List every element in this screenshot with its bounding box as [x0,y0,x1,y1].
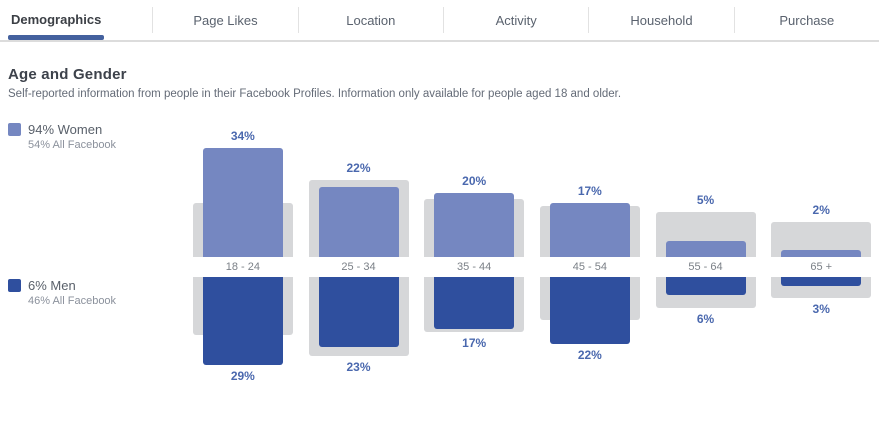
men-value-label: 3% [812,302,830,316]
age-range-label: 18 - 24 [225,261,260,273]
tab-location[interactable]: Location [299,0,443,40]
women-percent-label: 94% Women [28,122,103,137]
age-range-label: 35 - 44 [457,261,492,273]
column-women-25-34: 22% [301,115,417,257]
age-gender-section-header: Age and Gender Self-reported information… [0,42,879,100]
women-bar[interactable] [781,250,862,257]
column-women-18-24: 34% [185,115,301,257]
men-value-label: 22% [577,348,602,362]
men-color-swatch-icon [8,279,21,292]
age-gender-chart-area: 94% Women 54% All Facebook 6% Men 46% Al… [0,115,879,405]
age-axis-cell: 55 - 64 [648,261,764,273]
men-bar[interactable] [665,277,746,295]
men-bar[interactable] [318,277,399,347]
men-bar[interactable] [781,277,862,286]
tab-separator [152,7,154,33]
legend-women: 94% Women 54% All Facebook [8,121,116,153]
tab-location-label: Location [346,12,396,28]
tab-label-wrap: Demographics [8,11,105,40]
column-men-25-34: 23% [301,277,417,403]
age-range-label: 25 - 34 [341,261,376,273]
column-men-18-24: 29% [185,277,301,403]
women-value-label: 17% [577,184,602,198]
men-value-label: 23% [346,360,371,374]
tab-separator [442,7,444,33]
legend-men-text: 6% Men 46% All Facebook [28,277,116,309]
men-bar[interactable] [434,277,515,329]
legend-men: 6% Men 46% All Facebook [8,277,116,309]
women-all-facebook-label: 54% All Facebook [28,139,117,151]
section-subtitle: Self-reported information from people in… [8,88,622,100]
tab-demographics[interactable]: Demographics [0,0,152,40]
men-bar[interactable] [549,277,630,344]
age-range-label: 55 - 64 [688,261,723,273]
active-tab-underline [8,35,105,40]
tab-bar: Demographics Page Likes Location Activit… [0,0,879,42]
column-women-65+: 2% [763,115,879,257]
women-bars-zone: 34% 22% 20% 17% 5% 2% [185,115,879,257]
age-axis-cell: 25 - 34 [301,261,417,273]
section-title: Age and Gender [8,66,127,83]
women-value-label: 34% [230,129,255,143]
women-value-label: 2% [812,203,830,217]
men-percent-label: 6% Men [28,278,76,293]
tab-separator [733,7,735,33]
men-bar[interactable] [202,277,283,365]
men-bars-zone: 29% 23% 17% 22% 6% 3% [185,277,879,403]
women-value-label: 22% [346,161,371,175]
men-value-label: 17% [462,336,487,350]
women-bar[interactable] [665,241,746,257]
age-axis-cell: 35 - 44 [416,261,532,273]
column-men-45-54: 22% [532,277,648,403]
column-men-55-64: 6% [648,277,764,403]
tab-separator [297,7,299,33]
men-value-label: 6% [696,312,715,326]
age-range-label: 65 + [810,261,833,273]
age-gender-mirrored-bar-chart: 34% 22% 20% 17% 5% 2% 18 - 24 25 - 34 35 - 44 45… [185,115,879,405]
tab-separator [588,7,590,33]
column-women-55-64: 5% [648,115,764,257]
women-bar[interactable] [549,203,630,257]
age-range-label: 45 - 54 [572,261,607,273]
tab-purchase-label: Purchase [779,12,835,28]
column-women-45-54: 17% [532,115,648,257]
women-bar[interactable] [434,193,515,257]
women-color-swatch-icon [8,123,21,136]
men-value-label: 29% [230,369,255,383]
tab-activity-label: Activity [495,12,537,28]
tab-activity[interactable]: Activity [444,0,588,40]
column-men-35-44: 17% [416,277,532,403]
women-value-label: 5% [696,193,715,207]
tab-page-likes[interactable]: Page Likes [153,0,297,40]
men-all-facebook-label: 46% All Facebook [28,295,117,307]
legend-women-text: 94% Women 54% All Facebook [28,121,116,153]
age-axis-cell: 65 + [763,261,879,273]
tab-page-likes-label: Page Likes [193,12,258,28]
tab-household-label: Household [630,12,693,28]
tab-demographics-label: Demographics [11,12,102,27]
women-bar[interactable] [318,187,399,257]
tab-household[interactable]: Household [589,0,733,40]
column-men-65+: 3% [763,277,879,403]
column-women-35-44: 20% [416,115,532,257]
age-axis-strip: 18 - 24 25 - 34 35 - 44 45 - 54 55 - 64 65 + [185,257,879,277]
women-bar[interactable] [202,148,283,257]
chart-legend: 94% Women 54% All Facebook 6% Men 46% Al… [0,115,185,405]
tab-purchase[interactable]: Purchase [735,0,879,40]
age-axis-cell: 18 - 24 [185,261,301,273]
women-value-label: 20% [462,174,487,188]
age-axis-cell: 45 - 54 [532,261,648,273]
